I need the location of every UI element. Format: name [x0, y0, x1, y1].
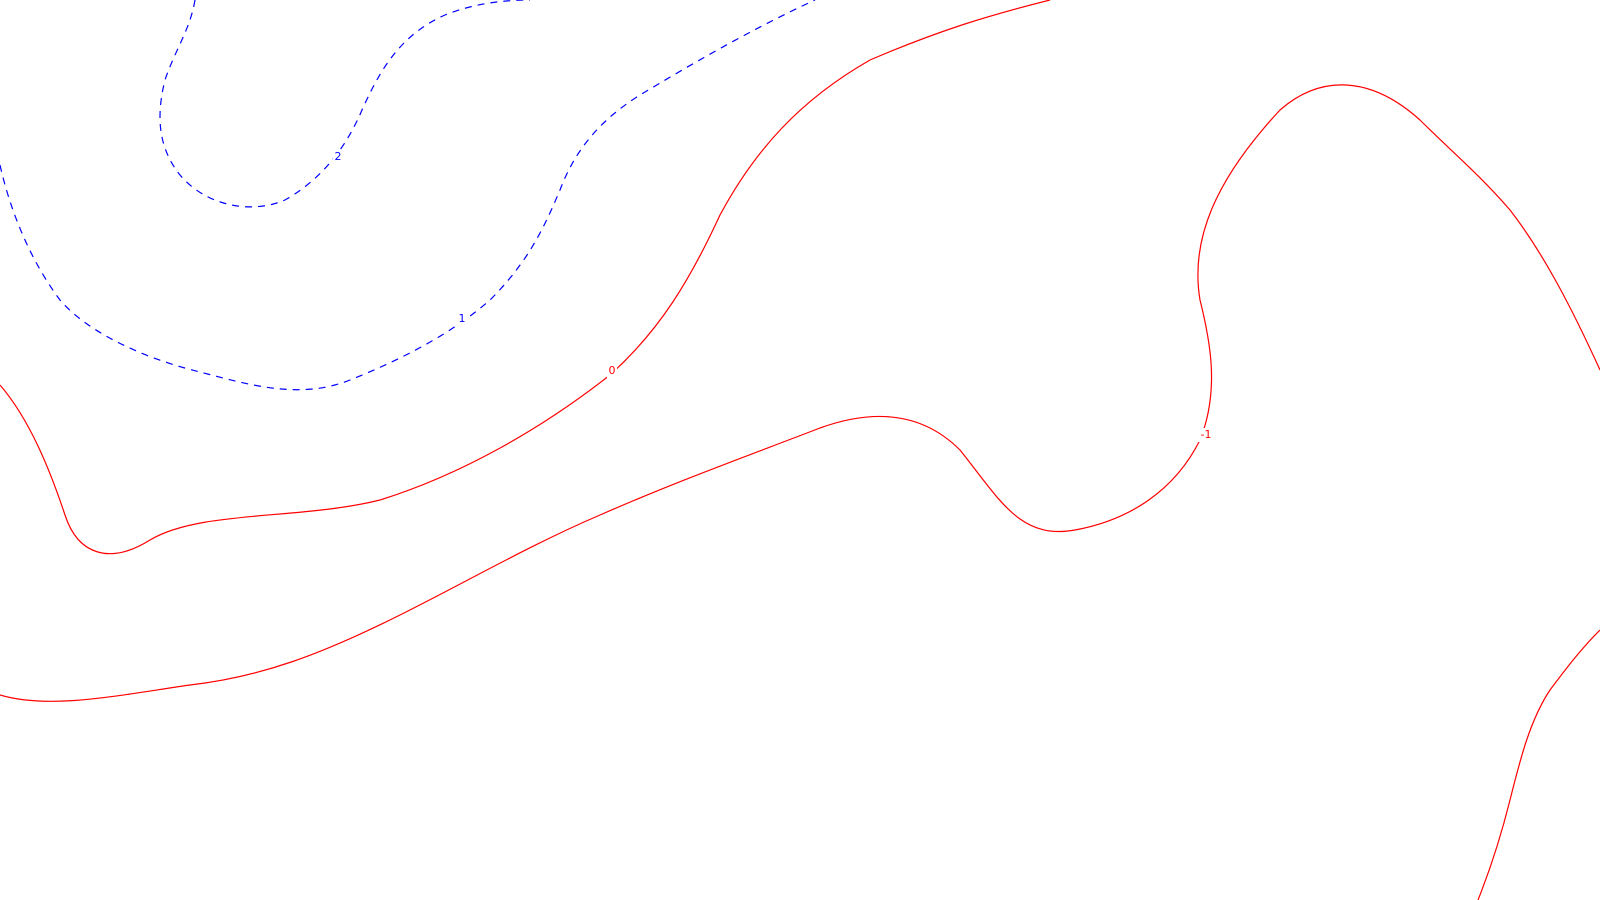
- contour-label-bg-level-0: [607, 364, 617, 378]
- contour-line-level-minus-1-fragment: [1477, 629, 1600, 900]
- contour-line-level-minus-1: [0, 84, 1600, 702]
- contour-label-bg-level-2: [333, 150, 343, 162]
- contour-line-level-2: [159, 0, 531, 208]
- contour-label-level-minus-1: -1: [1201, 428, 1212, 441]
- contour-label-level-0: 0: [609, 364, 616, 377]
- contour-line-level-0: [0, 0, 1051, 555]
- contour-label-level-1: 1: [459, 312, 466, 325]
- contour-label-bg-level-1: [457, 312, 467, 324]
- contour-label-level-2: 2: [335, 150, 342, 163]
- contour-label-bg-level-minus-1: [1196, 428, 1216, 442]
- contour-line-level-1: [0, 0, 816, 391]
